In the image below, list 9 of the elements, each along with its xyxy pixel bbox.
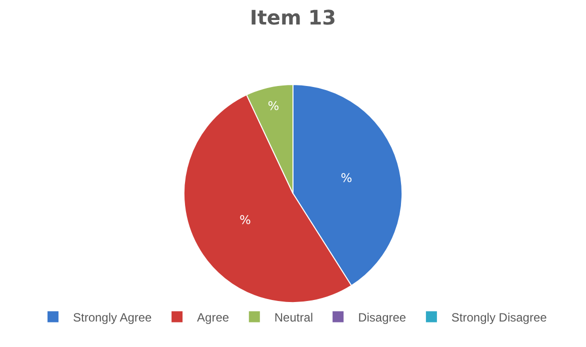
data-label: % bbox=[340, 170, 352, 185]
chart-title: Item 13 bbox=[250, 5, 336, 30]
legend-label: Disagree bbox=[358, 310, 406, 324]
legend-label: Agree bbox=[197, 310, 230, 324]
legend-label: Neutral bbox=[274, 310, 314, 324]
data-label: % bbox=[268, 99, 280, 114]
legend-label: Strongly Agree bbox=[73, 310, 152, 324]
legend-label: Strongly Disagree bbox=[451, 310, 548, 324]
data-label: % bbox=[240, 212, 251, 227]
